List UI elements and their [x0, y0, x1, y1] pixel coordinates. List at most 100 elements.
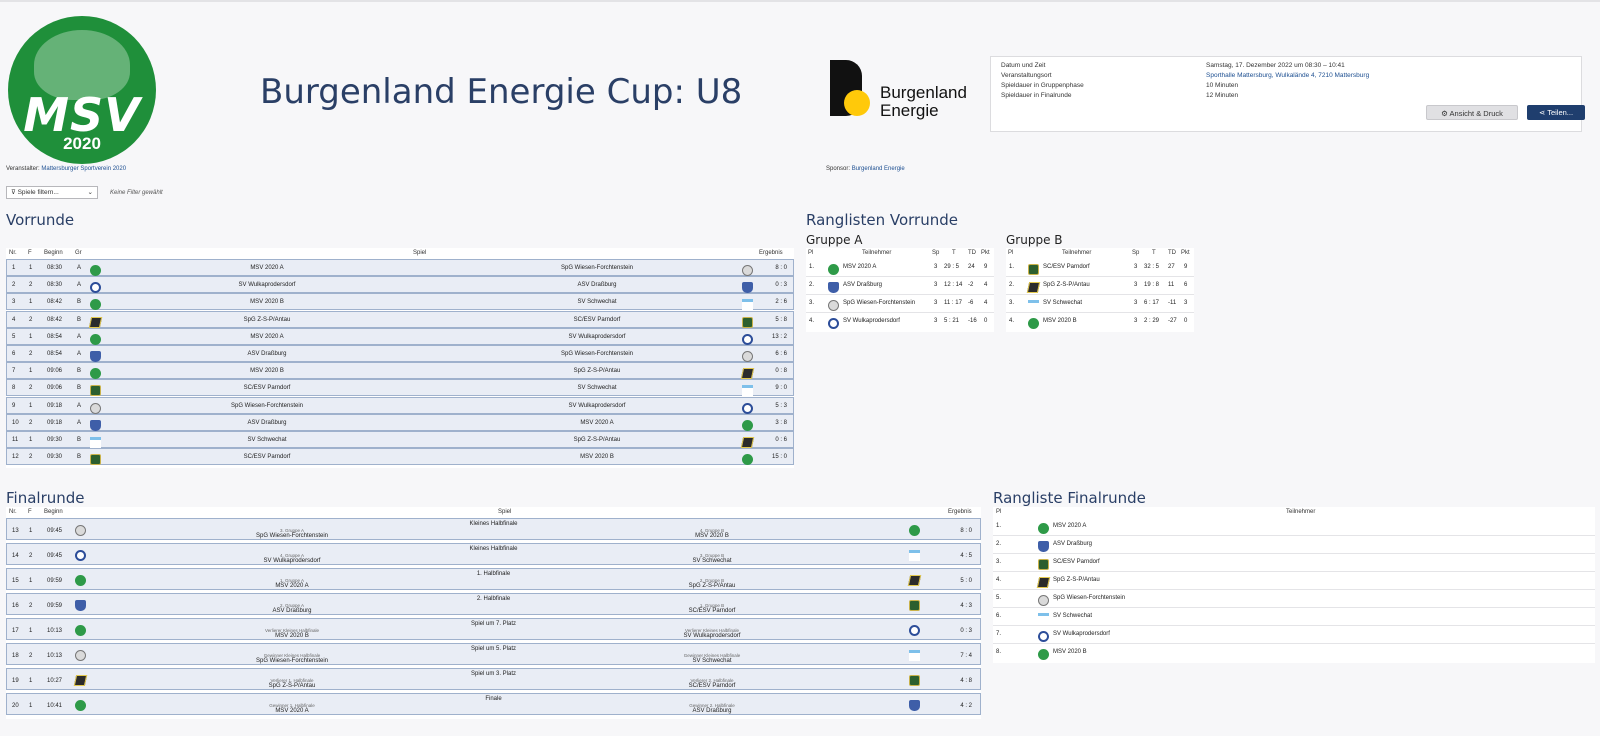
standing-points: 6 — [1184, 282, 1188, 288]
match-row[interactable]: 3 1 08:42 B MSV 2020 B SV Schwechat 2 : 6 — [6, 293, 794, 311]
col-header: T — [952, 250, 956, 256]
vorrunde-heading: Vorrunde — [6, 211, 75, 229]
match-field: 2 — [29, 603, 33, 609]
standing-points: 9 — [984, 264, 988, 270]
match-row[interactable]: 6 2 08:54 A ASV Draßburg SpG Wiesen-Forchtens… — [6, 345, 794, 362]
standing-place: 2. — [996, 541, 1002, 547]
standing-place: 4. — [809, 318, 815, 324]
sc-crest-icon — [909, 675, 920, 686]
col-f: F — [28, 250, 32, 256]
sponsor-link[interactable]: Burgenland Energie — [851, 166, 905, 172]
venue-link[interactable]: Sporthalle Mattersburg, Wulkalände 4, 72… — [1206, 72, 1370, 79]
final-match-row[interactable]: Kleines Halbfinale 14 2 09:45 4. Gruppe A SV … — [6, 543, 981, 565]
home-team: MSV 2020 B — [250, 368, 284, 375]
msv-crest-icon — [1038, 649, 1049, 660]
info-value: Samstag, 17. Dezember 2022 um 08:30 – 10… — [1206, 62, 1345, 69]
final-match-row[interactable]: Spiel um 7. Platz 17 1 10:13 Verlierer Klein… — [6, 618, 981, 640]
standing-games: 3 — [934, 318, 938, 324]
wulk-crest-icon — [1038, 631, 1049, 642]
standing-points: 0 — [1184, 318, 1188, 324]
away-team: SV Wulkaprodersdorf — [568, 333, 626, 340]
row-divider — [1006, 294, 1194, 295]
standing-team: SC/ESV Parndorf — [1043, 264, 1090, 270]
match-row[interactable]: 7 1 09:06 B MSV 2020 B SpG Z-S-P/Antau 0 : 8 — [6, 362, 794, 380]
col-beginn: Beginn — [44, 509, 63, 515]
away-team: SpG Z-S-P/Antau — [573, 368, 621, 375]
standings-row: 2. ASV Draßburg 3 12 : 14 -2 4 — [806, 277, 994, 294]
organizer-link[interactable]: Mattersburger Sportverein 2020 — [41, 166, 127, 172]
final-match-row[interactable]: Finale 20 1 10:41 Gewinner 1. Halbfinale MSV … — [6, 693, 981, 715]
final-standing-row: 1. MSV 2020 A — [993, 518, 1595, 535]
wies-crest-icon — [742, 265, 753, 276]
match-row[interactable]: 12 2 09:30 B SC/ESV Parndorf MSV 2020 B 15 : 0 — [6, 448, 794, 466]
match-row[interactable]: 9 1 09:18 A SpG Wiesen-Forchtenstein SV Wulka… — [6, 396, 794, 414]
info-label: Spieldauer in Finalrunde — [1001, 92, 1072, 99]
match-time: 08:42 — [47, 299, 63, 306]
standing-games: 3 — [934, 264, 938, 270]
game-filter-select[interactable]: ⊽ Spiele filtern... ⌄ — [6, 186, 98, 199]
final-match-row[interactable]: 2. Halbfinale 16 2 09:59 2. Gruppe A ASV Draß… — [6, 593, 981, 615]
sponsor-label: Sponsor: — [826, 166, 851, 172]
match-field: 2 — [29, 385, 33, 392]
match-nr: 17 — [12, 628, 19, 634]
match-time: 08:54 — [47, 351, 63, 357]
msv-crest-icon — [90, 299, 101, 311]
final-match-row[interactable]: Kleines Halbfinale 13 1 09:45 3. Gruppe A SpG… — [6, 518, 981, 540]
match-time: 08:30 — [47, 282, 63, 289]
match-row[interactable]: 11 1 09:30 B SV Schwechat SpG Z-S-P/Antau 0 : … — [6, 431, 794, 448]
standing-team: ASV Draßburg — [1053, 541, 1093, 547]
col-pl: Pl — [996, 509, 1002, 515]
match-row[interactable]: 2 2 08:30 A SV Wulkaprodersdorf ASV Draßburg 0… — [6, 276, 794, 294]
col-header: T — [1152, 250, 1156, 256]
match-nr: 16 — [12, 603, 19, 609]
away-source-label: 1. Gruppe B — [699, 603, 725, 608]
home-team: SpG Z-S-P/Antau — [243, 316, 291, 323]
organizer: Veranstalter: Mattersburger Sportverein … — [6, 166, 126, 172]
match-time: 09:06 — [47, 368, 63, 375]
row-divider — [1006, 312, 1194, 313]
row-divider — [993, 643, 1595, 644]
standings-row: 4. MSV 2020 B 3 2 : 29 -27 0 — [1006, 313, 1194, 330]
final-match-row[interactable]: Spiel um 5. Platz 18 2 10:13 Gewinner Kleine… — [6, 643, 981, 665]
final-match-row[interactable]: Spiel um 3. Platz 19 1 10:27 Verlierer 1. Ha… — [6, 668, 981, 690]
standing-team: MSV 2020 B — [1043, 318, 1077, 324]
match-row[interactable]: 4 2 08:42 B SpG Z-S-P/Antau SC/ESV Parndorf 5 … — [6, 310, 794, 328]
share-button[interactable]: ⋖ Teilen... — [1527, 105, 1585, 120]
match-nr: 6 — [12, 351, 16, 357]
player-silhouette — [34, 30, 130, 100]
match-time: 10:13 — [47, 653, 63, 659]
match-field: 1 — [29, 437, 33, 443]
filter-label: Spiele filtern... — [17, 189, 59, 196]
group-b-heading: Gruppe B — [1006, 233, 1063, 247]
share-label: Teilen... — [1547, 108, 1574, 117]
home-team: MSV 2020 B — [275, 633, 309, 639]
logo-text: MSV — [23, 88, 141, 142]
match-row[interactable]: 8 2 09:06 B SC/ESV Parndorf SV Schwechat 9 : 0 — [6, 379, 794, 397]
match-nr: 7 — [12, 368, 16, 375]
msv-crest-icon — [742, 419, 753, 431]
match-time: 08:42 — [47, 316, 63, 323]
wulk-crest-icon — [742, 402, 753, 414]
view-print-button[interactable]: ⚙ Ansicht & Druck — [1426, 105, 1518, 120]
col-header: Teilnehmer — [1062, 250, 1092, 256]
spgz-crest-icon — [73, 675, 88, 686]
msv-crest-icon — [90, 368, 101, 380]
home-source-label: Verlierer 1. Halbfinale — [270, 678, 314, 683]
sponsor-logo-text: Burgenland Energie — [880, 84, 967, 120]
match-row[interactable]: 1 1 08:30 A MSV 2020 A SpG Wiesen-Forchtenste… — [6, 259, 794, 276]
match-field: 1 — [29, 299, 33, 306]
standing-team: MSV 2020 A — [843, 264, 877, 270]
home-team: ASV Draßburg — [247, 419, 287, 426]
match-row[interactable]: 5 1 08:54 A MSV 2020 A SV Wulkaprodersdorf 13 … — [6, 327, 794, 345]
msv-crest-icon — [1028, 318, 1039, 329]
view-print-label: Ansicht & Druck — [1449, 109, 1503, 118]
row-divider — [806, 294, 994, 295]
match-row[interactable]: 10 2 09:18 A ASV Draßburg MSV 2020 A 3 : 8 — [6, 413, 794, 431]
standing-diff: -16 — [968, 318, 977, 324]
match-field: 1 — [29, 402, 33, 409]
match-group: A — [77, 282, 82, 289]
svs-crest-icon — [1038, 613, 1049, 624]
final-match-row[interactable]: 1. Halbfinale 15 1 09:59 1. Gruppe A MSV 2020… — [6, 568, 981, 590]
group-b-table: Pl Teilnehmer Sp T TD Pkt 1. SC/ESV Parndorf 3 32… — [1006, 248, 1194, 332]
match-time: 09:30 — [47, 437, 63, 443]
